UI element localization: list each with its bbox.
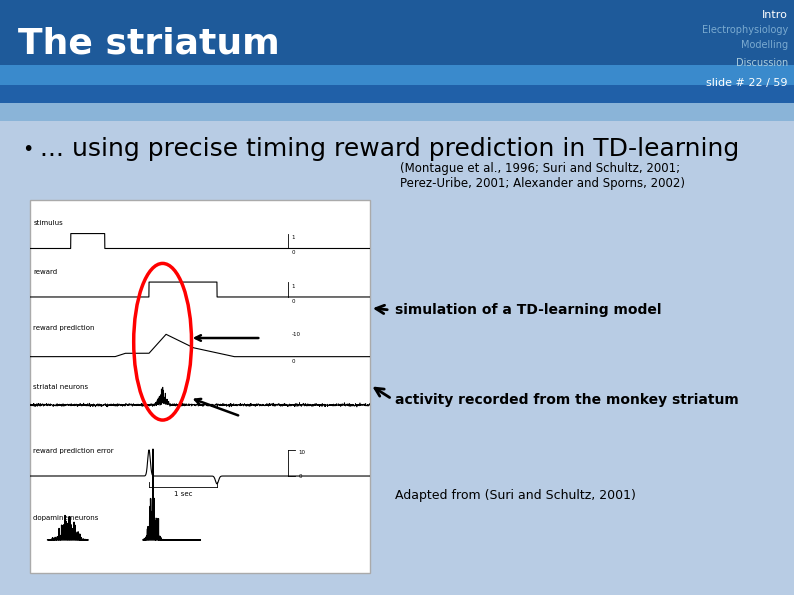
- Bar: [30, 200, 370, 573]
- Text: 1: 1: [292, 284, 295, 289]
- Text: 1 sec: 1 sec: [174, 491, 192, 497]
- Text: -10: -10: [292, 333, 301, 337]
- Bar: [0, 85, 794, 103]
- Text: Adapted from (Suri and Schultz, 2001): Adapted from (Suri and Schultz, 2001): [395, 488, 636, 502]
- Text: Intro: Intro: [762, 10, 788, 20]
- Text: 0: 0: [292, 250, 295, 255]
- Text: 0: 0: [299, 474, 302, 479]
- Text: ... using precise timing reward prediction in TD-learning: ... using precise timing reward predicti…: [40, 137, 739, 161]
- Text: Discussion: Discussion: [736, 58, 788, 68]
- Text: The striatum: The striatum: [18, 26, 279, 60]
- Text: (Montague et al., 1996; Suri and Schultz, 2001;
Perez-Uribe, 2001; Alexander and: (Montague et al., 1996; Suri and Schultz…: [400, 162, 685, 190]
- Bar: [0, 103, 794, 121]
- Text: activity recorded from the monkey striatum: activity recorded from the monkey striat…: [395, 393, 738, 407]
- Text: •: •: [22, 140, 33, 159]
- Text: dopamine neurons: dopamine neurons: [33, 515, 98, 521]
- Text: simulation of a TD-learning model: simulation of a TD-learning model: [395, 303, 661, 317]
- Text: Electrophysiology: Electrophysiology: [702, 25, 788, 35]
- Text: 0: 0: [292, 359, 295, 364]
- Text: reward: reward: [33, 268, 57, 275]
- Text: reward prediction: reward prediction: [33, 324, 95, 331]
- Text: 0: 0: [292, 299, 295, 304]
- Text: Modelling: Modelling: [741, 40, 788, 50]
- Text: slide # 22 / 59: slide # 22 / 59: [707, 78, 788, 88]
- Text: reward prediction error: reward prediction error: [33, 447, 114, 453]
- Text: stimulus: stimulus: [33, 220, 64, 226]
- Bar: [0, 65, 794, 85]
- Text: 1: 1: [292, 236, 295, 240]
- Text: 10: 10: [299, 450, 306, 455]
- Text: striatal neurons: striatal neurons: [33, 384, 88, 390]
- Bar: [0, 0, 794, 65]
